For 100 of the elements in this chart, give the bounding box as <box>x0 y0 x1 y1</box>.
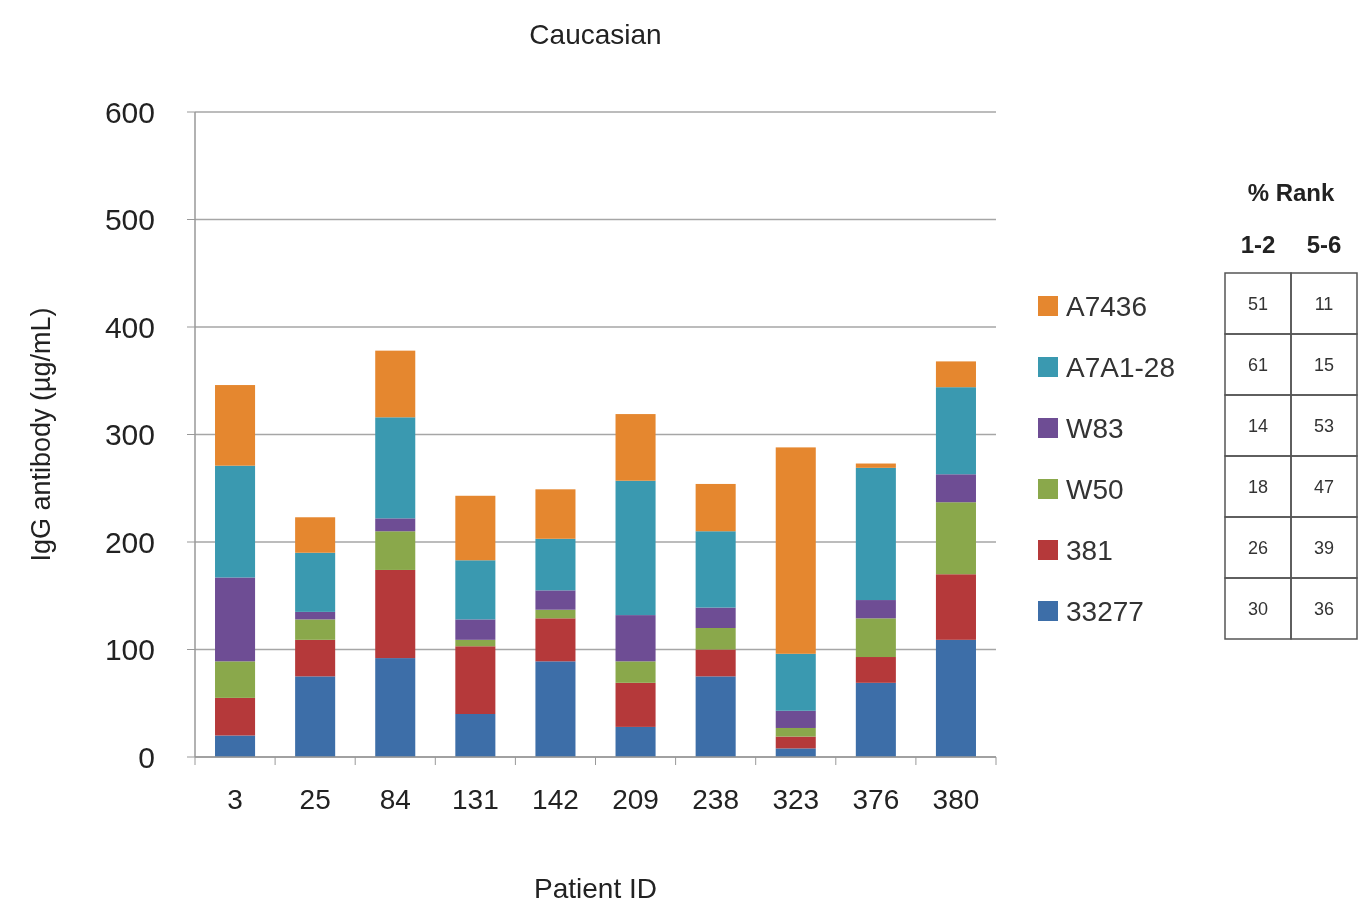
legend-label: W50 <box>1066 473 1124 505</box>
bar <box>935 361 976 388</box>
bar <box>295 611 336 620</box>
bar <box>855 463 896 468</box>
legend-label: A7436 <box>1066 290 1147 322</box>
bar <box>535 590 576 610</box>
bar <box>535 618 576 662</box>
text: 1-2 <box>1240 231 1276 258</box>
bar <box>535 661 576 757</box>
bar <box>935 502 976 575</box>
text: 18 <box>1247 476 1269 497</box>
bar <box>935 474 976 503</box>
x-tick-label: 238 <box>692 784 740 815</box>
bar <box>695 676 736 757</box>
x-tick-label: 3 <box>227 784 243 815</box>
text: 39 <box>1313 537 1335 558</box>
text: 15 <box>1313 354 1335 375</box>
y-tick-label: 300 <box>104 418 155 451</box>
bar <box>375 658 416 757</box>
bar <box>775 710 816 728</box>
chart-title: Caucasian <box>529 19 662 50</box>
bar <box>295 517 336 553</box>
bar <box>535 538 576 591</box>
text: % Rank <box>1247 179 1335 206</box>
y-axis-title: IgG antibody (µg/mL) <box>26 307 56 562</box>
text: 53 <box>1313 415 1335 436</box>
bar <box>775 447 816 654</box>
legend-label: W83 <box>1066 412 1124 444</box>
bar <box>615 682 656 727</box>
bar <box>375 417 416 519</box>
bar <box>935 574 976 640</box>
bar <box>695 607 736 628</box>
bar <box>775 727 816 737</box>
bar <box>855 682 896 757</box>
bar <box>615 615 656 662</box>
bar <box>455 714 496 757</box>
text: 11 <box>1314 293 1334 314</box>
bar <box>855 618 896 658</box>
bar <box>775 653 816 711</box>
bar <box>215 735 256 757</box>
bar <box>855 600 896 619</box>
bar <box>375 518 416 532</box>
x-axis-title: Patient ID <box>534 873 657 901</box>
bar <box>295 676 336 757</box>
bar <box>535 489 576 539</box>
x-tick-label: 131 <box>451 784 499 815</box>
bar <box>775 748 816 757</box>
bar <box>375 531 416 570</box>
legend-label: 381 <box>1066 534 1113 566</box>
y-tick-label: 200 <box>104 525 155 559</box>
text: 5-6 <box>1306 231 1342 258</box>
bar <box>775 736 816 749</box>
bar <box>695 483 736 532</box>
y-tick-label: 100 <box>104 633 155 666</box>
bar <box>215 385 256 466</box>
bar <box>375 569 416 659</box>
text: 26 <box>1247 537 1269 558</box>
y-tick-label: 400 <box>104 310 155 344</box>
text: 30 <box>1247 598 1269 619</box>
bar <box>455 495 496 561</box>
bar <box>615 661 656 683</box>
x-tick-label: 380 <box>932 784 980 815</box>
bar <box>295 552 336 612</box>
x-tick-label: 142 <box>532 784 579 815</box>
bar <box>455 639 496 647</box>
bar <box>695 628 736 650</box>
bar <box>615 414 656 481</box>
bar <box>855 467 896 601</box>
x-tick-label: 323 <box>772 784 820 815</box>
bar <box>855 657 896 683</box>
bar <box>615 726 656 757</box>
bar <box>935 387 976 475</box>
bar <box>215 465 256 578</box>
bar <box>215 577 256 662</box>
x-tick-label: 84 <box>379 784 411 815</box>
text: 36 <box>1313 598 1335 619</box>
text: 61 <box>1247 354 1269 375</box>
x-tick-label: 376 <box>852 784 900 815</box>
bar <box>295 639 336 677</box>
bar <box>695 531 736 608</box>
bar <box>455 646 496 714</box>
bar <box>535 609 576 619</box>
bar <box>375 350 416 418</box>
x-tick-label: 209 <box>612 784 659 815</box>
bar <box>295 619 336 640</box>
bar <box>695 649 736 677</box>
bar <box>455 560 496 620</box>
text: 51 <box>1247 293 1269 314</box>
text: 14 <box>1247 415 1269 436</box>
bar <box>455 619 496 640</box>
legend-label: A7A1-28 <box>1066 351 1175 383</box>
bar <box>615 480 656 616</box>
y-tick-label: 600 <box>104 95 155 129</box>
bar <box>935 639 976 757</box>
x-tick-label: 25 <box>299 784 331 815</box>
y-tick-label: 0 <box>138 740 155 774</box>
legend-label: 33277 <box>1066 595 1144 627</box>
bar <box>215 697 256 736</box>
bar <box>215 661 256 698</box>
text: 47 <box>1313 476 1335 497</box>
